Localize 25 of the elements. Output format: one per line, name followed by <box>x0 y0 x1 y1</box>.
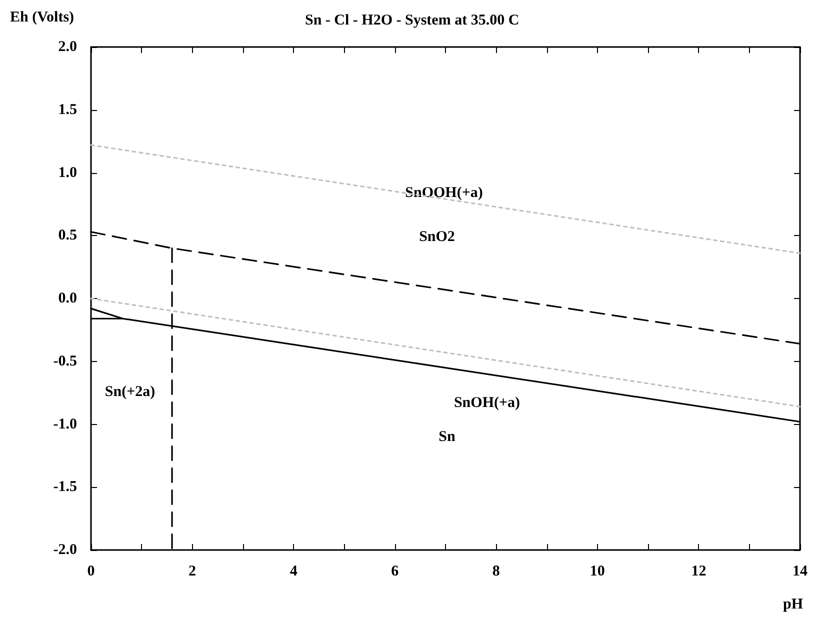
y-tick-label: 1.0 <box>58 164 77 181</box>
x-tick-label: 14 <box>792 564 808 580</box>
y-tick-label: 0.5 <box>58 228 77 244</box>
y-tick-label: -1.5 <box>53 479 77 496</box>
x-tick-label: 10 <box>590 564 605 580</box>
annotation: SnOOH(+a) <box>405 185 483 201</box>
x-tick-label: 2 <box>188 564 196 580</box>
x-tick-label: 4 <box>290 564 298 580</box>
y-tick-label: 0.0 <box>58 290 77 306</box>
y-axis-title: Eh (Volts) <box>10 10 74 26</box>
x-tick-label: 12 <box>691 564 706 580</box>
x-tick-label: 6 <box>391 564 400 580</box>
chart-title: Sn - Cl - H2O - System at 35.00 C <box>305 12 520 28</box>
y-tick-label: 1.5 <box>58 102 77 118</box>
y-tick-label: -2.0 <box>53 542 77 558</box>
y-tick-label: -1.0 <box>53 416 77 432</box>
annotation: Sn(+2a) <box>104 384 156 400</box>
y-tick-label: -0.5 <box>53 353 77 370</box>
y-tick-label: 2.0 <box>58 39 77 55</box>
x-tick-label: 8 <box>492 564 500 580</box>
x-axis-title: pH <box>782 596 804 612</box>
annotation: Sn <box>438 429 456 445</box>
annotation: SnOH(+a) <box>454 395 520 411</box>
x-tick-label: 0 <box>87 564 95 580</box>
annotation: SnO2 <box>419 229 455 245</box>
